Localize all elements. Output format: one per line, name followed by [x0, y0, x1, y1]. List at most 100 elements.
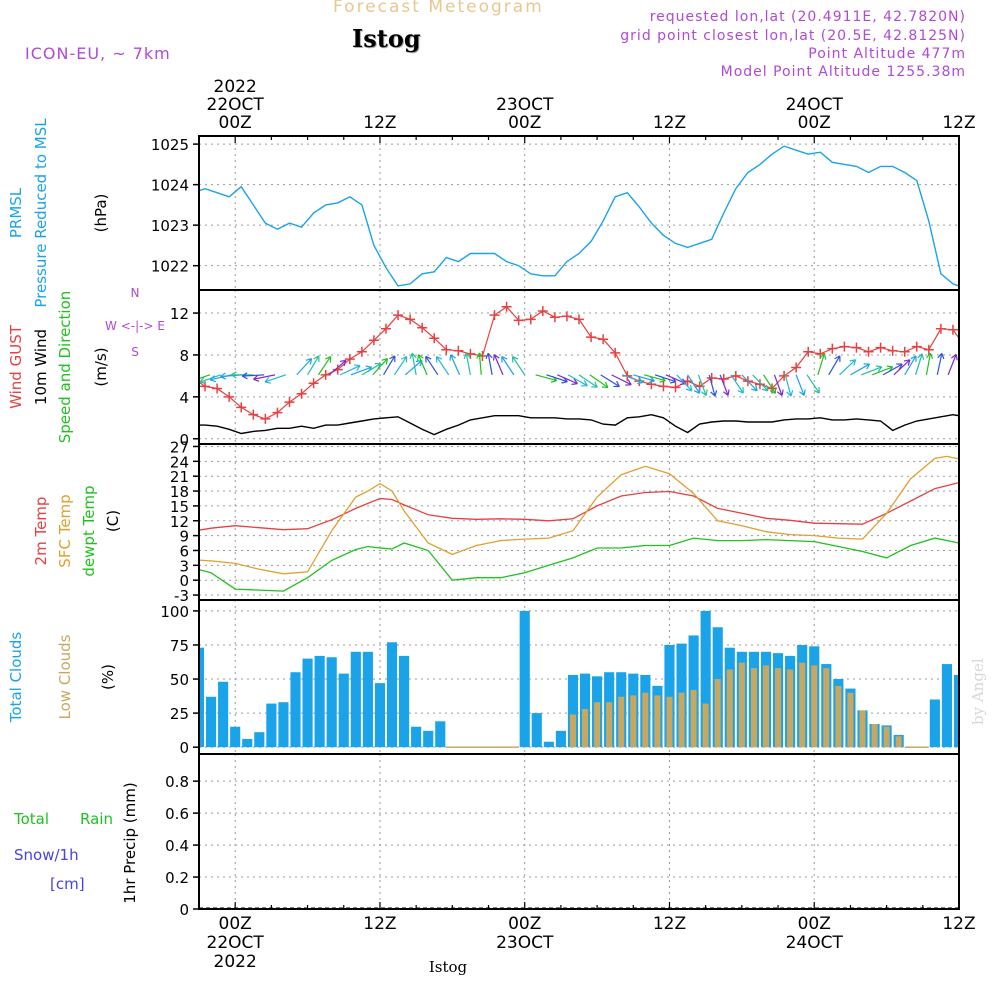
- wind-direction-arrow: [904, 355, 917, 376]
- top-time-label: 2022: [214, 77, 257, 97]
- wind-direction-arrow: [546, 374, 568, 383]
- gust-marker: [284, 397, 295, 408]
- low-cloud-bar: [835, 685, 842, 748]
- y-tick-label: 1025: [151, 136, 189, 154]
- y-tick-label: 0.6: [165, 805, 189, 823]
- wind-arrow-head: [476, 352, 484, 359]
- gust-marker: [212, 383, 223, 394]
- wind-arrow-head: [819, 353, 827, 360]
- wind-arrow-head: [903, 359, 911, 366]
- total-cloud-bar: [242, 739, 253, 748]
- wind-direction-arrow: [425, 356, 439, 376]
- y-tick-label: 6: [179, 542, 189, 560]
- wind-arrow-head: [613, 380, 620, 388]
- wind-arrow-head: [786, 390, 794, 397]
- wind-arrow-head: [571, 378, 578, 385]
- low-cloud-bar: [738, 662, 745, 748]
- total-cloud-bar: [199, 647, 205, 748]
- gust-marker: [296, 388, 307, 399]
- panel-label-hpa: (hPa): [92, 194, 110, 233]
- gust-marker: [549, 312, 560, 323]
- bottom-time-label: 12Z: [653, 914, 686, 934]
- wind-direction-arrow: [383, 355, 396, 376]
- gust-marker: [429, 333, 440, 344]
- wind-direction-arrow: [763, 374, 776, 394]
- wind-direction-arrow: [296, 358, 313, 376]
- wind-arrow-head: [863, 363, 871, 370]
- wind-arrow-head: [776, 389, 784, 396]
- panel-label-sfc-temp: SFC Temp: [56, 494, 74, 567]
- wind-speed-line: [199, 413, 959, 436]
- wind-arrow-head: [637, 377, 644, 385]
- wind-arrow-head: [463, 352, 471, 360]
- gust-marker: [935, 323, 946, 334]
- total-cloud-bar: [929, 699, 940, 748]
- wind-arrow-head: [737, 387, 744, 394]
- wind-direction-arrow: [850, 363, 870, 376]
- temperature-line-dewpt: [199, 537, 959, 592]
- y-tick-label: 15: [170, 498, 189, 516]
- y-tick-label: 50: [170, 671, 189, 689]
- requested-lonlat: requested lon,lat (20.4911E, 42.7820N): [649, 9, 966, 25]
- wind-direction-arrow: [708, 374, 716, 397]
- gust-marker: [923, 344, 934, 355]
- total-cloud-bar: [205, 696, 217, 748]
- gust-marker: [308, 378, 319, 389]
- wind-direction-arrow: [622, 374, 644, 384]
- y-tick-label: 9: [179, 528, 189, 546]
- gust-marker: [730, 370, 741, 381]
- y-tick-label: 27: [170, 438, 189, 456]
- compass-north: N: [131, 286, 140, 300]
- top-time-label: 12Z: [653, 113, 686, 133]
- low-cloud-bar: [775, 668, 782, 748]
- top-time-label: 00Z: [508, 113, 541, 133]
- wind-direction-arrow: [871, 366, 893, 376]
- low-cloud-bar: [714, 679, 721, 748]
- gridpoint-lonlat: grid point closest lon,lat (20.5E, 42.81…: [620, 28, 966, 44]
- wind-direction-arrow: [741, 374, 758, 392]
- gust-marker: [453, 345, 464, 356]
- wind-gust-line: [199, 306, 959, 420]
- compass-west-east: W <-|-> E: [105, 319, 165, 333]
- panel-label-2m-temp: 2m Temp: [32, 497, 50, 566]
- total-cloud-bar: [423, 730, 434, 748]
- wind-arrow-head: [417, 354, 424, 361]
- total-cloud-bar: [531, 713, 542, 748]
- bottom-time-label: 23OCT: [496, 933, 554, 953]
- point-altitude: Point Altitude 477m: [808, 46, 966, 62]
- wind-direction-arrow: [450, 354, 461, 376]
- wind-direction-arrow: [687, 374, 701, 394]
- bottom-time-label: 00Z: [508, 914, 541, 934]
- gust-marker: [417, 322, 428, 333]
- total-cloud-bar: [941, 664, 953, 748]
- wind-direction-arrow: [404, 360, 423, 376]
- wind-arrow-head: [199, 377, 206, 384]
- gust-marker: [586, 332, 597, 343]
- total-cloud-bar: [182, 641, 192, 747]
- y-tick-label: 3: [179, 557, 189, 575]
- total-cloud-bar: [338, 673, 349, 748]
- low-cloud-bar: [811, 665, 818, 748]
- wind-direction-arrow: [317, 356, 332, 376]
- wind-direction-arrow: [264, 374, 287, 383]
- wind-arrow-head: [501, 355, 508, 363]
- y-tick-label: 1022: [151, 258, 189, 276]
- total-cloud-bar: [302, 658, 313, 748]
- wind-arrow-head: [313, 355, 320, 362]
- bottom-time-label: 2022: [214, 952, 257, 972]
- top-time-label: 00Z: [219, 113, 252, 133]
- gust-marker: [501, 301, 512, 312]
- gust-marker: [368, 335, 379, 346]
- low-cloud-bar: [823, 668, 830, 748]
- low-cloud-bar: [895, 736, 902, 748]
- bottom-time-label: 24OCT: [786, 933, 844, 953]
- bottom-time-label: 22OCT: [207, 933, 265, 953]
- wind-direction-arrow: [839, 359, 856, 376]
- total-cloud-bar: [435, 721, 446, 748]
- gust-marker: [405, 314, 416, 325]
- gust-marker: [646, 379, 657, 390]
- wind-arrow-head: [381, 357, 389, 365]
- wind-arrow-head: [591, 381, 598, 388]
- top-time-label: 22OCT: [207, 95, 265, 115]
